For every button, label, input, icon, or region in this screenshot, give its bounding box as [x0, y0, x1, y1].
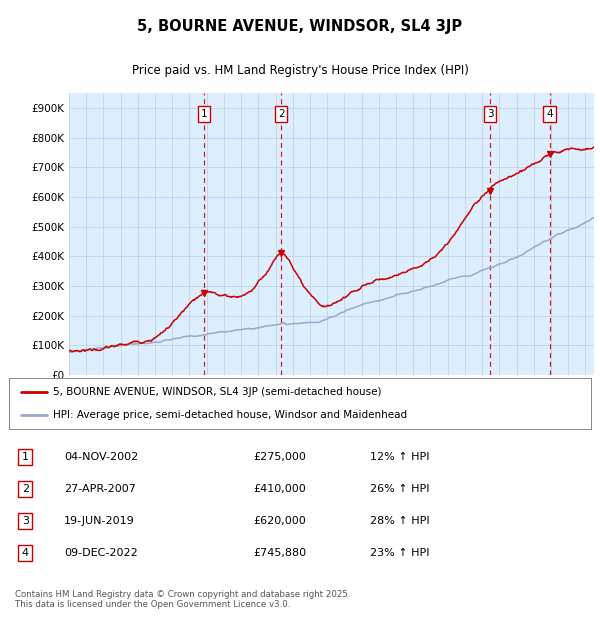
Text: £275,000: £275,000 [253, 452, 307, 462]
Text: 26% ↑ HPI: 26% ↑ HPI [370, 484, 430, 494]
Text: £620,000: £620,000 [253, 516, 306, 526]
Text: 3: 3 [22, 516, 29, 526]
Text: 4: 4 [546, 108, 553, 119]
Text: 04-NOV-2002: 04-NOV-2002 [64, 452, 139, 462]
Text: 27-APR-2007: 27-APR-2007 [64, 484, 136, 494]
Text: 4: 4 [22, 548, 29, 558]
Text: 5, BOURNE AVENUE, WINDSOR, SL4 3JP: 5, BOURNE AVENUE, WINDSOR, SL4 3JP [137, 19, 463, 35]
Text: 1: 1 [200, 108, 207, 119]
Text: 1: 1 [22, 452, 29, 462]
Text: 28% ↑ HPI: 28% ↑ HPI [370, 516, 430, 526]
Text: 09-DEC-2022: 09-DEC-2022 [64, 548, 138, 558]
Text: HPI: Average price, semi-detached house, Windsor and Maidenhead: HPI: Average price, semi-detached house,… [53, 410, 407, 420]
Text: Contains HM Land Registry data © Crown copyright and database right 2025.
This d: Contains HM Land Registry data © Crown c… [15, 590, 350, 609]
Text: Price paid vs. HM Land Registry's House Price Index (HPI): Price paid vs. HM Land Registry's House … [131, 64, 469, 77]
Text: £410,000: £410,000 [253, 484, 306, 494]
Text: 23% ↑ HPI: 23% ↑ HPI [370, 548, 430, 558]
Text: 3: 3 [487, 108, 493, 119]
Text: 2: 2 [278, 108, 284, 119]
Text: 5, BOURNE AVENUE, WINDSOR, SL4 3JP (semi-detached house): 5, BOURNE AVENUE, WINDSOR, SL4 3JP (semi… [53, 387, 381, 397]
Text: 2: 2 [22, 484, 29, 494]
Text: £745,880: £745,880 [253, 548, 307, 558]
Text: 19-JUN-2019: 19-JUN-2019 [64, 516, 135, 526]
Text: 12% ↑ HPI: 12% ↑ HPI [370, 452, 430, 462]
